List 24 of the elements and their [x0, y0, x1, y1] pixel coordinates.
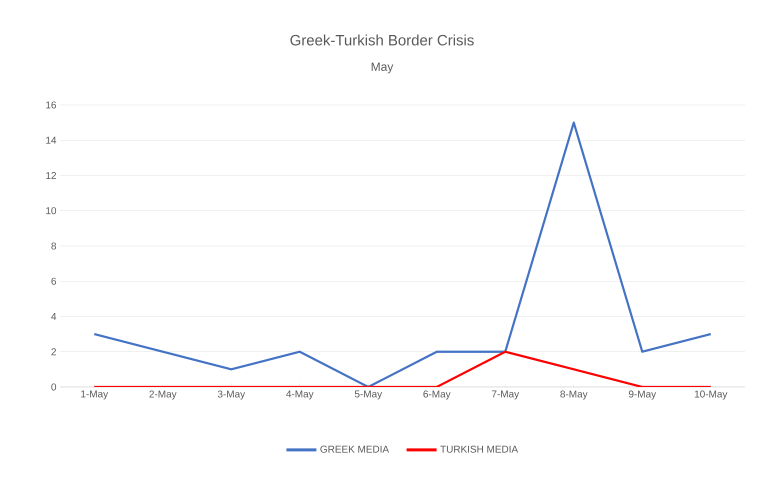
y-tick-label: 6: [51, 278, 56, 285]
chart-subtitle: May: [372, 62, 394, 74]
x-tick-label: 6-May: [423, 390, 451, 400]
x-tick-label: 2-May: [149, 390, 177, 400]
legend-label: TURKISH MEDIA: [440, 446, 518, 453]
y-tick-label: 10: [46, 207, 56, 214]
y-tick-label: 2: [51, 348, 56, 356]
y-tick-label: 0: [51, 383, 56, 391]
x-tick-label: 7-May: [492, 390, 520, 400]
line-series: [93, 122, 712, 387]
y-tick-label: 12: [46, 172, 56, 179]
y-tick-label: 16: [46, 101, 56, 109]
y-tick-label: 4: [51, 313, 56, 320]
chart-title: Greek-Turkish Border Crisis: [290, 34, 474, 46]
x-tick-label: 8-May: [560, 390, 588, 400]
y-tick-label: 8: [51, 242, 56, 250]
x-tick-label: 3-May: [218, 390, 246, 400]
y-tick-label: 14: [46, 136, 56, 144]
x-tick-label: 4-May: [286, 390, 314, 400]
x-tick-label: 9-May: [628, 390, 656, 400]
legend-label: GREEK MEDIA: [320, 446, 390, 453]
x-tick-label: 1-May: [81, 390, 108, 400]
x-tick-label: 5-May: [354, 390, 382, 400]
x-tick-label: 10-May: [694, 390, 728, 400]
